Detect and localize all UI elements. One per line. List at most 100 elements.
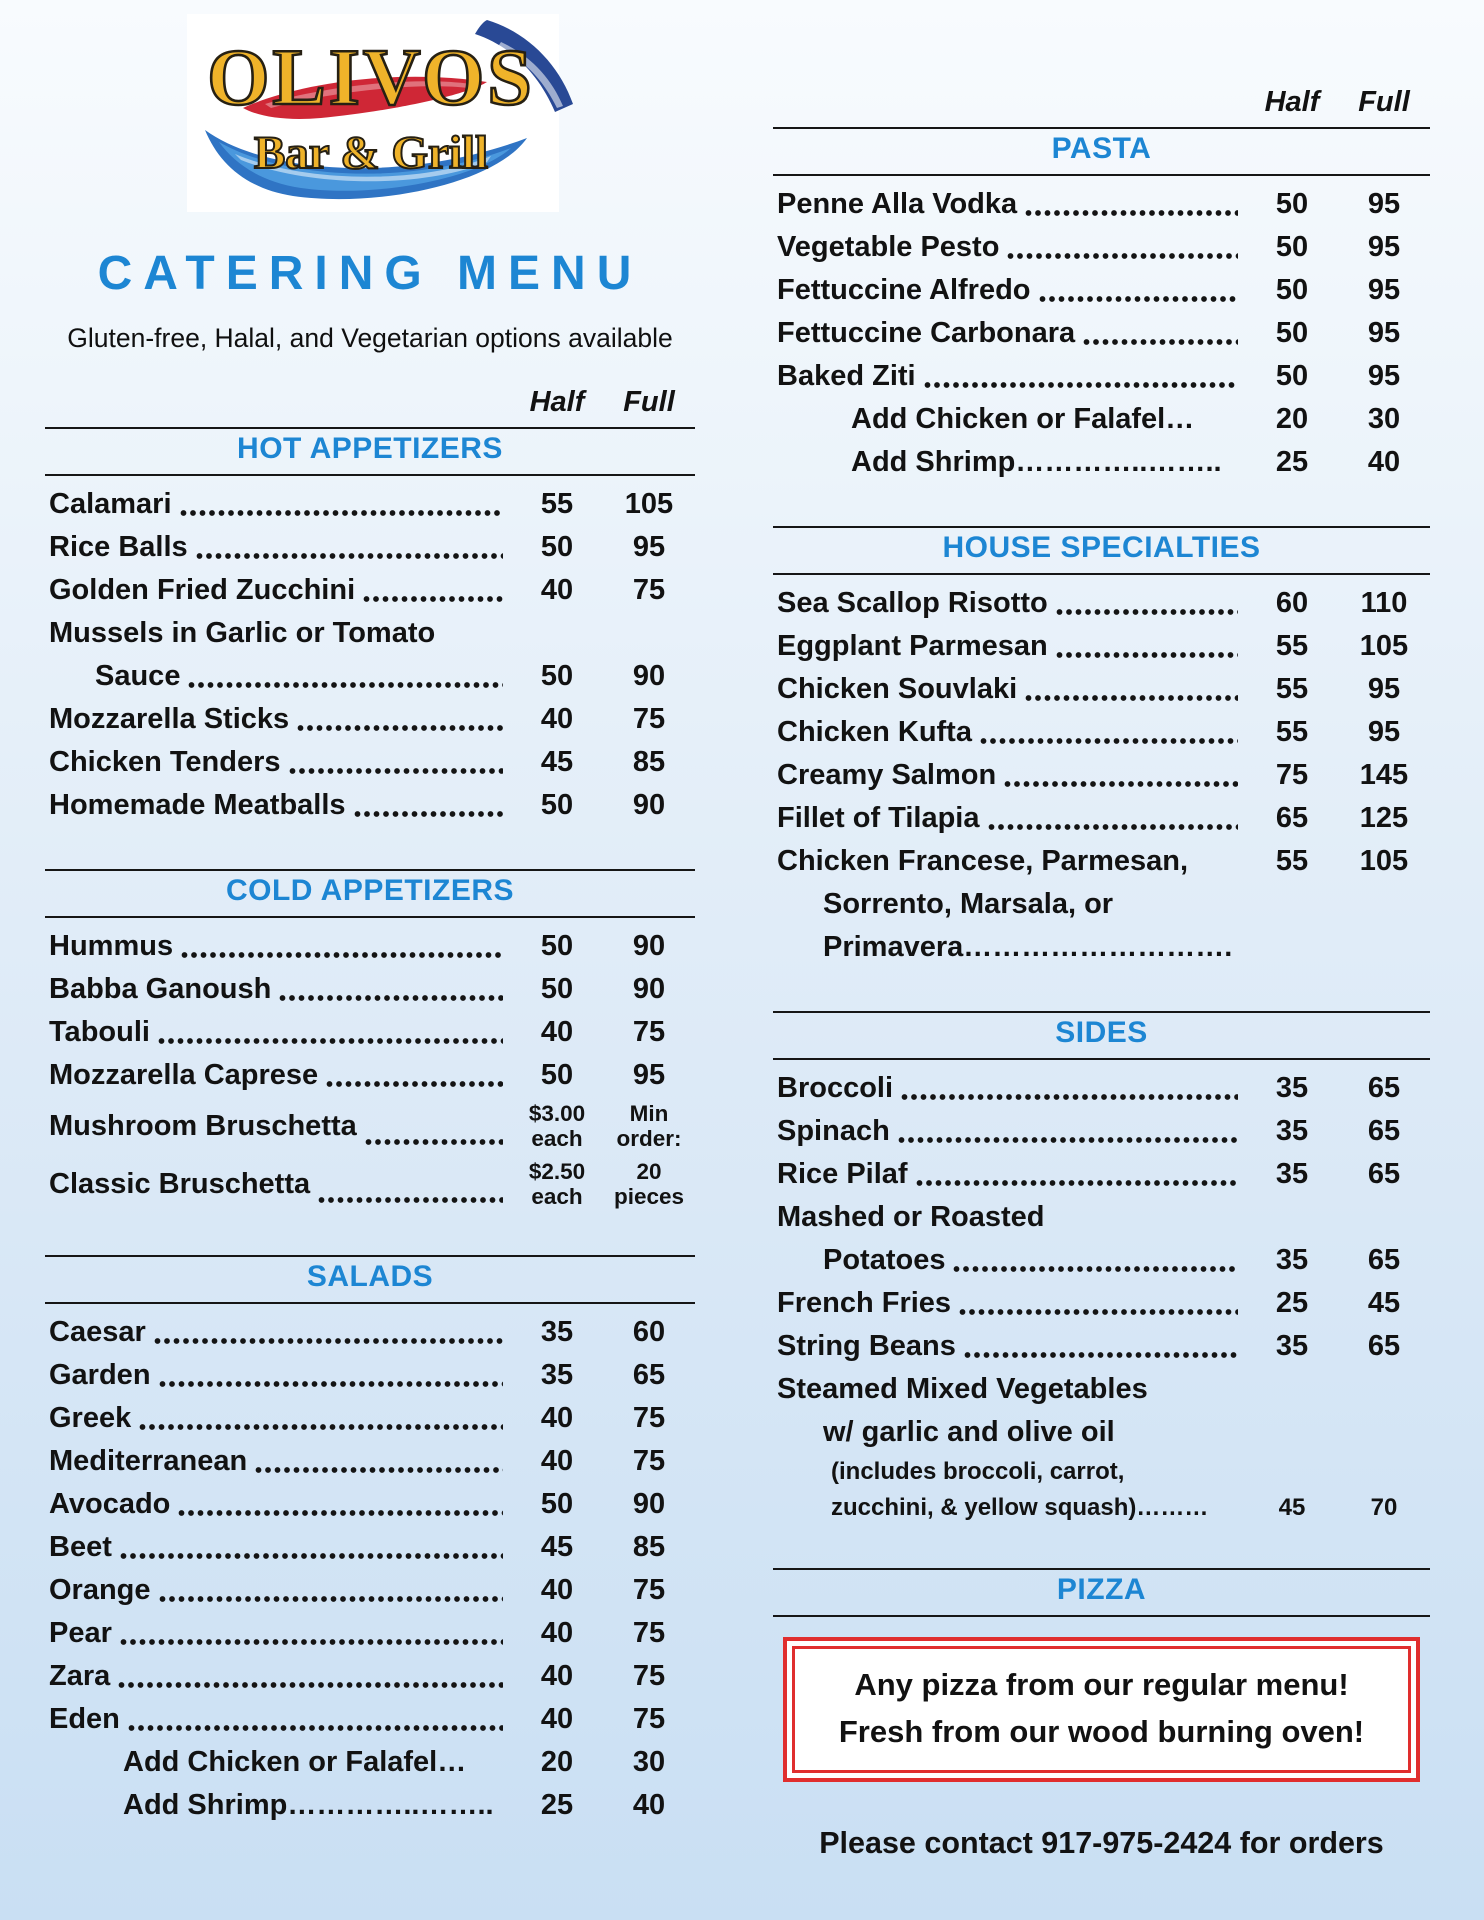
menu-item-row: Add Shrimp…………..…….. 25 40 <box>45 1784 695 1827</box>
price-full: 110 <box>1360 587 1408 620</box>
section-title: HOUSE SPECIALTIES <box>942 531 1261 564</box>
menu-item-row: Mediterranean 40 75 <box>45 1440 695 1483</box>
section-rows: Sea Scallop Risotto 60 110 Eggplant Parmesa… <box>773 575 1430 969</box>
leader-dots <box>914 1175 1238 1188</box>
price-full: 65 <box>1367 1115 1401 1148</box>
price-full: 95 <box>1367 231 1401 264</box>
menu-item-row: Steamed Mixed Vegetables <box>773 1368 1430 1411</box>
price-full: 145 <box>1359 759 1409 792</box>
item-label: Spinach <box>777 1115 890 1148</box>
menu-section: COLD APPETIZERS Hummus 50 90 Babba Ganoush 50… <box>45 869 695 1213</box>
left-column: OLIVOS Bar & Grill CATERING MENU Gluten-… <box>45 12 695 1827</box>
item-label: Beet <box>49 1531 112 1564</box>
menu-item-row: Mashed or Roasted <box>773 1196 1430 1239</box>
item-label: Add Shrimp…………..…….. <box>851 446 1222 479</box>
item-label: Add Shrimp…………..…….. <box>123 1789 494 1822</box>
price-full: 75 <box>632 1660 666 1693</box>
price-header-row: Half Full <box>45 386 695 419</box>
leader-dots <box>254 1462 503 1475</box>
menu-item-row: Add Chicken or Falafel… 20 30 <box>45 1741 695 1784</box>
menu-item-row: Chicken Souvlaki 55 95 <box>773 668 1430 711</box>
item-label: Fillet of Tilapia <box>777 802 980 835</box>
price-half: $3.00 each <box>528 1100 586 1151</box>
price-full: 125 <box>1359 802 1409 835</box>
price-half: 55 <box>1275 673 1309 706</box>
leader-dots <box>1024 205 1238 218</box>
price-half: 50 <box>540 531 574 564</box>
menu-item-row: Hummus 50 90 <box>45 925 695 968</box>
item-label: Greek <box>49 1402 132 1435</box>
price-full: 30 <box>632 1746 666 1779</box>
price-half: 50 <box>1275 360 1309 393</box>
menu-item-row: Calamari 55 105 <box>45 483 695 526</box>
section-title: SALADS <box>306 1260 434 1293</box>
price-half: $2.50 each <box>528 1158 586 1209</box>
subtitle: Gluten-free, Halal, and Vegetarian optio… <box>67 323 673 353</box>
item-label: Chicken Tenders <box>49 746 281 779</box>
price-half: 35 <box>1275 1072 1309 1105</box>
menu-item-row: Fettuccine Alfredo 50 95 <box>773 269 1430 312</box>
price-half: 35 <box>540 1316 574 1349</box>
section-header: HOT APPETIZERS <box>45 427 695 476</box>
menu-item-row: Mozzarella Sticks 40 75 <box>45 698 695 741</box>
price-half: 50 <box>1275 188 1309 221</box>
price-half: 40 <box>540 1402 574 1435</box>
price-full: 90 <box>632 789 666 822</box>
price-half: 50 <box>540 789 574 822</box>
leader-dots <box>278 990 503 1003</box>
logo-brush-highlight-icon <box>497 42 563 108</box>
item-label: Homemade Meatballs <box>49 789 346 822</box>
menu-item-row: Potatoes 35 65 <box>773 1239 1430 1282</box>
price-full: 90 <box>632 930 666 963</box>
price-full: 40 <box>632 1789 666 1822</box>
section-header: HOUSE SPECIALTIES <box>773 526 1430 575</box>
price-full: 105 <box>1359 845 1409 878</box>
menu-item-row: Creamy Salmon 75 145 <box>773 754 1430 797</box>
price-half: 40 <box>540 1016 574 1049</box>
menu-item-row: Mushroom Bruschetta $3.00 each Min order: <box>45 1097 695 1155</box>
price-full: 20 pieces <box>613 1158 685 1209</box>
item-label: Mozzarella Sticks <box>49 703 290 736</box>
price-full: 40 <box>1367 446 1401 479</box>
menu-item-row: Primavera………………………. <box>773 926 1430 969</box>
item-label: String Beans <box>777 1330 956 1363</box>
menu-item-row: Caesar 35 60 <box>45 1311 695 1354</box>
section-title: PASTA <box>1051 132 1152 165</box>
item-label: Golden Fried Zucchini <box>49 574 356 607</box>
leader-dots <box>325 1076 503 1089</box>
price-half: 55 <box>1275 716 1309 749</box>
price-full: 65 <box>1367 1244 1401 1277</box>
price-half: 50 <box>540 1488 574 1521</box>
menu-item-row: zucchini, & yellow squash)……… 45 70 <box>773 1490 1430 1526</box>
logo-brush-blue-streak-icon <box>235 154 491 182</box>
price-half: 40 <box>540 1617 574 1650</box>
menu-item-row: Rice Balls 50 95 <box>45 526 695 569</box>
item-label: Fettuccine Carbonara <box>777 317 1076 350</box>
price-half: 45 <box>1278 1493 1306 1521</box>
item-label: Creamy Salmon <box>777 759 997 792</box>
price-full: 65 <box>1367 1330 1401 1363</box>
section-title: COLD APPETIZERS <box>225 874 515 907</box>
item-label: Mushroom Bruschetta <box>49 1109 357 1142</box>
item-label: Chicken Souvlaki <box>777 673 1018 706</box>
leader-dots <box>117 1677 503 1690</box>
item-label: Sorrento, Marsala, or <box>823 888 1114 921</box>
leader-dots <box>1054 604 1238 617</box>
pizza-banner-line: Any pizza from our regular menu! <box>854 1667 1349 1702</box>
section-header: SALADS <box>45 1255 695 1304</box>
leader-dots <box>118 1548 503 1561</box>
price-half: 50 <box>540 930 574 963</box>
left-sections: Half Full HOT APPETIZERS Calamari 55 105 Rice … <box>45 386 695 1827</box>
pizza-box: Any pizza from our regular menu! Fresh fr… <box>783 1637 1420 1782</box>
price-half: 25 <box>540 1789 574 1822</box>
item-label: Chicken Francese, Parmesan, <box>777 845 1189 878</box>
price-half: 20 <box>1275 403 1309 436</box>
price-full: 75 <box>632 1445 666 1478</box>
price-half: 60 <box>1275 587 1309 620</box>
item-label: Babba Ganoush <box>49 973 272 1006</box>
price-full: 65 <box>632 1359 666 1392</box>
menu-item-row: Zara 40 75 <box>45 1655 695 1698</box>
item-label: Pear <box>49 1617 112 1650</box>
leader-dots <box>922 377 1238 390</box>
